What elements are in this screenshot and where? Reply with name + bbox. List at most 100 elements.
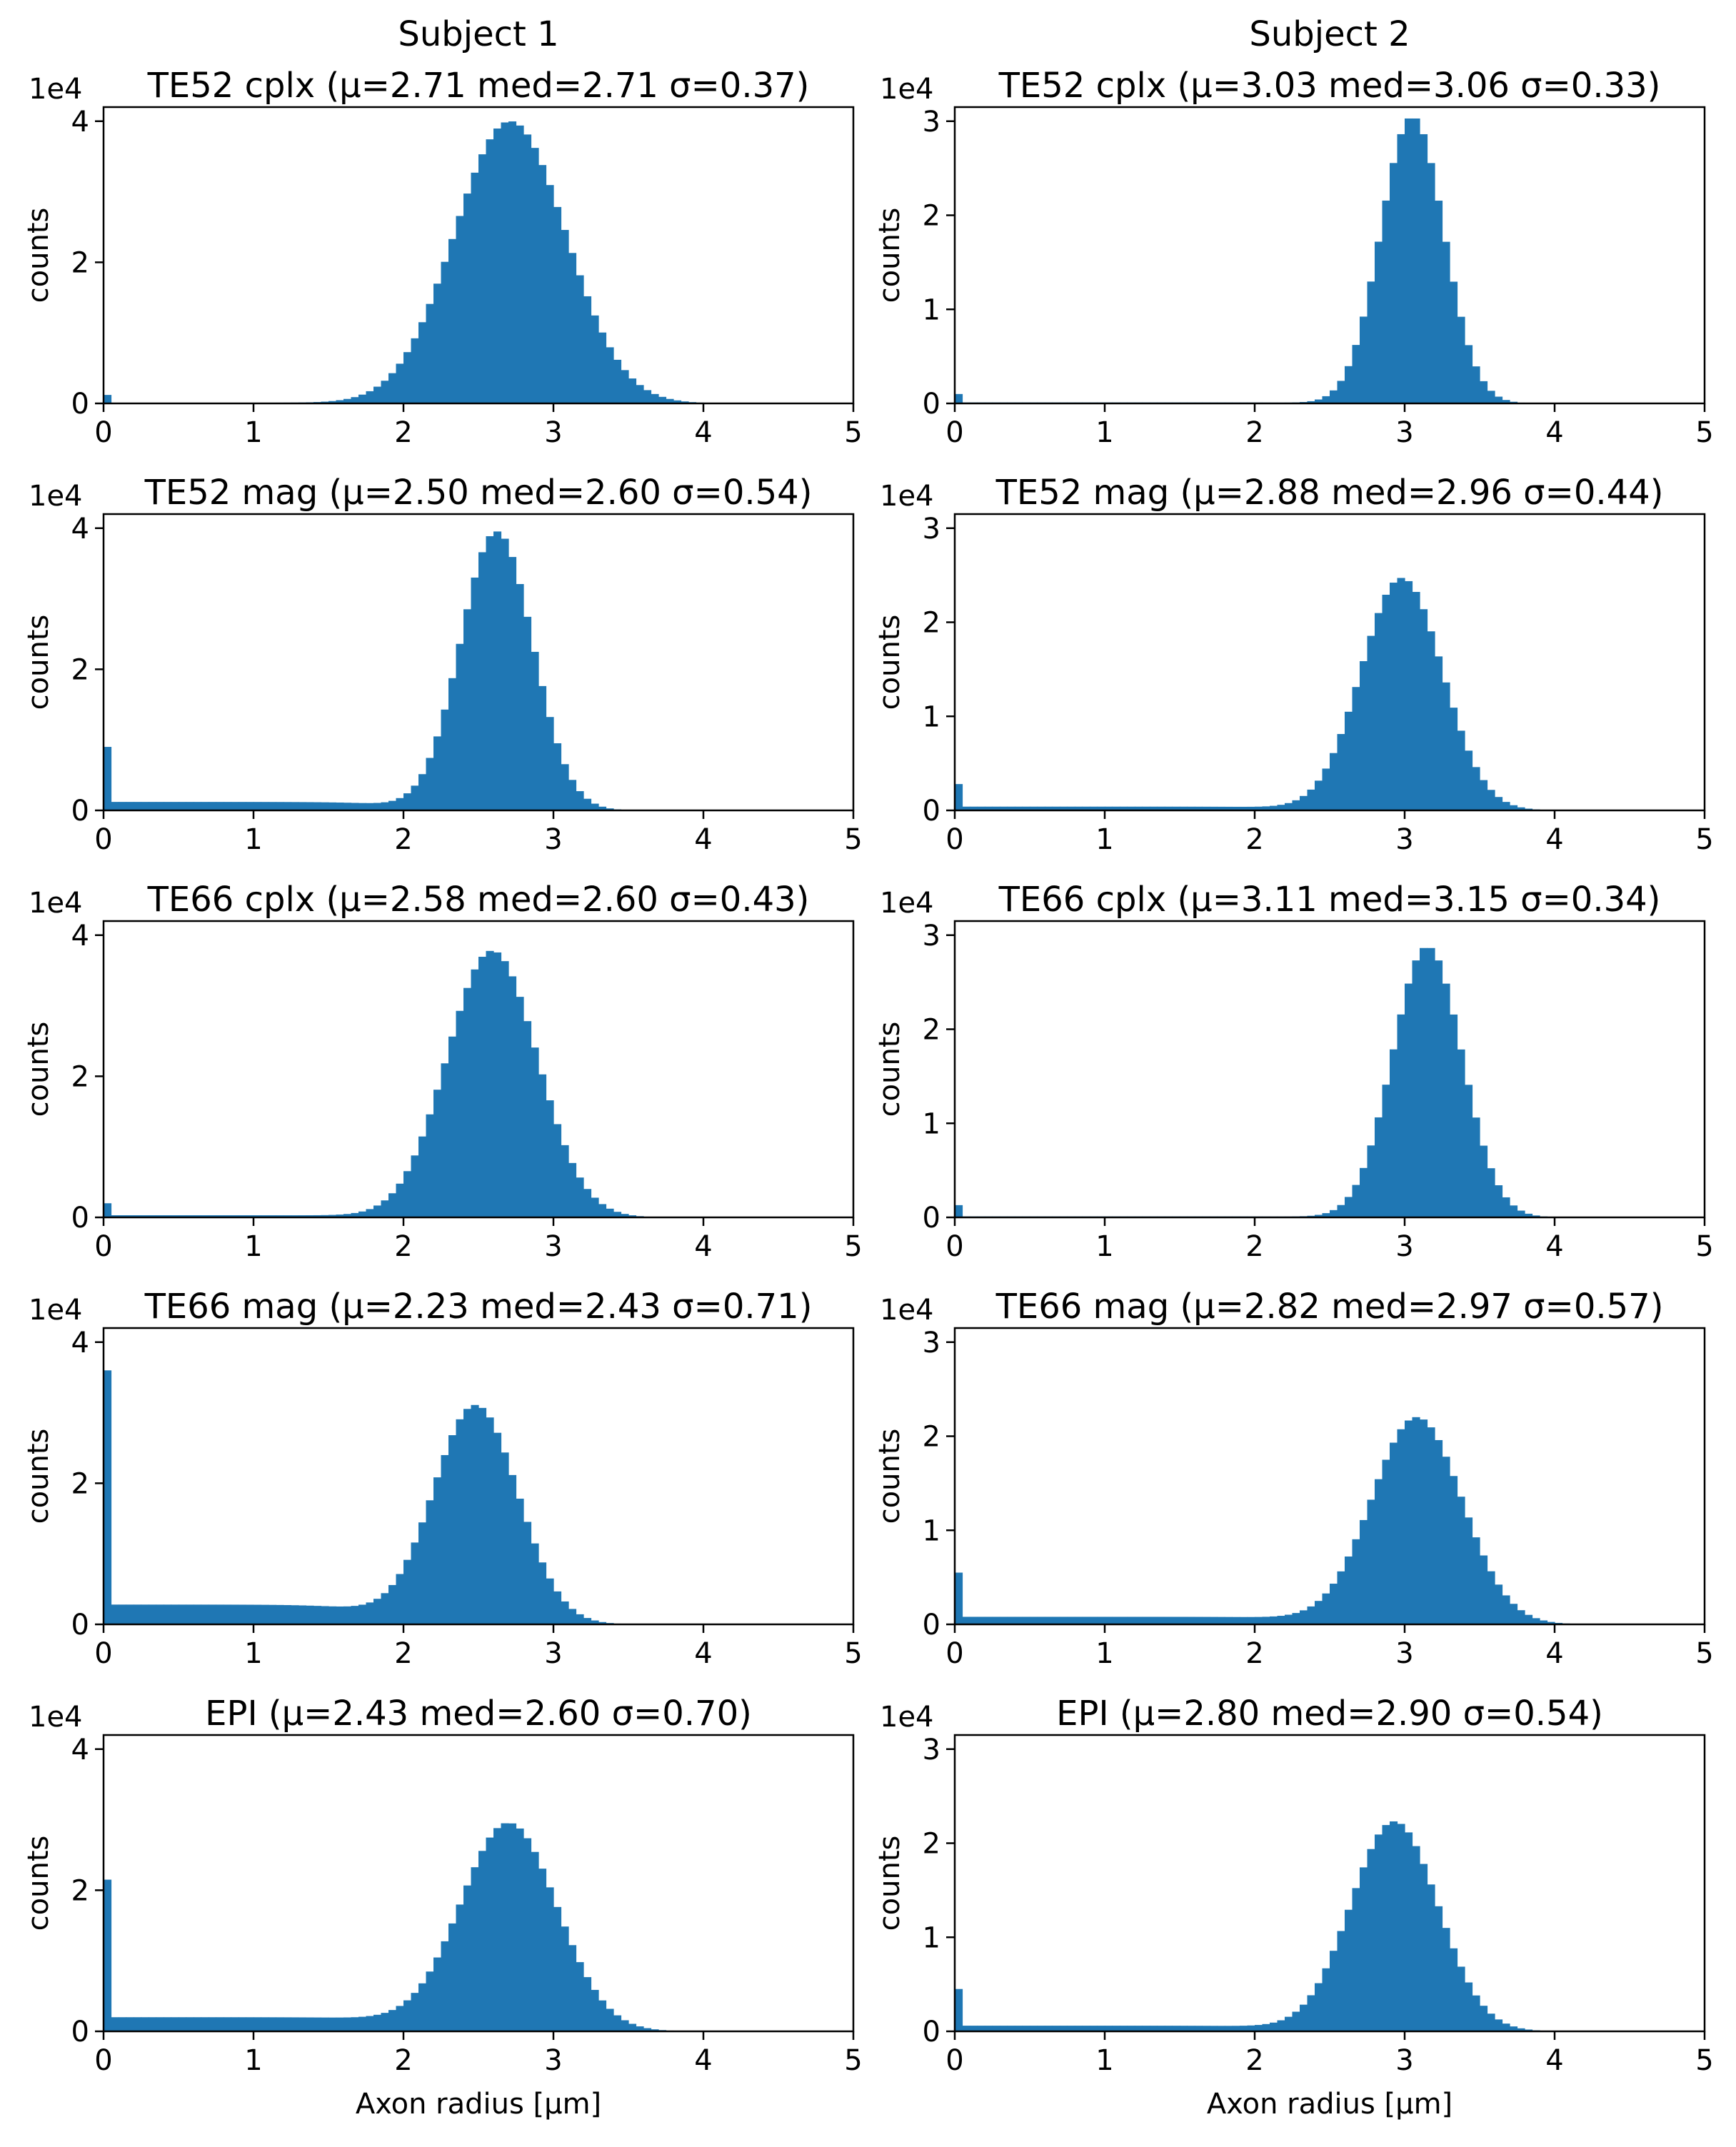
histogram-bar (1135, 1616, 1143, 1624)
histogram-bar (426, 758, 434, 810)
x-tick-label: 5 (1695, 1637, 1713, 1670)
histogram-bar (239, 1215, 247, 1217)
x-tick-label: 4 (1545, 416, 1563, 449)
histogram-bar (343, 1214, 352, 1217)
histogram-bar (111, 1215, 119, 1217)
histogram-bar (1510, 1205, 1518, 1217)
histogram-bar (441, 1063, 449, 1217)
histogram-bar (164, 2017, 172, 2031)
histogram-bar (568, 1609, 577, 1624)
histogram-bar (955, 784, 963, 810)
histogram-bar (1247, 1616, 1255, 1624)
histogram-bar (411, 338, 419, 403)
histogram-bar (1360, 1519, 1368, 1624)
histogram-bar (463, 609, 472, 810)
histogram-bar (1375, 1834, 1383, 2031)
histogram-bar (239, 802, 247, 810)
histogram-bar (1157, 806, 1165, 810)
histogram-bar (598, 1621, 607, 1624)
x-tick-label: 3 (1395, 1637, 1413, 1670)
histogram-bar (1420, 947, 1428, 1217)
histogram-bar (134, 802, 142, 810)
histogram-bar (471, 172, 479, 403)
histogram-bar (276, 1604, 284, 1624)
histogram-bar (1112, 2026, 1120, 2031)
histogram-bar (1352, 345, 1360, 403)
histogram-bar (1142, 806, 1150, 810)
histogram-bar (1330, 1951, 1338, 2031)
histogram-bar (985, 2026, 993, 2031)
histogram-bar (1315, 1215, 1323, 1217)
histogram-bar (1037, 2026, 1045, 2031)
histogram-bar (486, 536, 494, 810)
histogram-bar (561, 1926, 569, 2031)
histogram-bar (1405, 118, 1413, 403)
histogram-bar (636, 2026, 644, 2031)
x-tick-label: 3 (544, 2044, 562, 2077)
histogram-bar (411, 1155, 419, 1217)
histogram-bar (1510, 805, 1518, 810)
histogram-bar (1097, 806, 1105, 810)
histogram-bar (591, 1620, 599, 1624)
x-tick-label: 3 (544, 416, 562, 449)
y-axis-label: counts (22, 208, 55, 303)
x-tick-label: 1 (244, 1230, 262, 1263)
histogram-bar (1322, 396, 1330, 403)
histogram-bar (254, 2017, 262, 2031)
y-tick-label: 3 (923, 106, 940, 139)
histogram-bar (591, 803, 599, 810)
histogram-bar (134, 1604, 142, 1624)
x-tick-label: 5 (1695, 1230, 1713, 1263)
histogram-bar (1472, 1995, 1480, 2031)
histogram-bar (1352, 687, 1360, 810)
histogram-bar (977, 2026, 985, 2031)
histogram-bar (1270, 2022, 1278, 2031)
histogram-bar (1517, 1610, 1525, 1624)
y-scale-label: 1e4 (880, 73, 934, 106)
histogram-bar (194, 802, 202, 810)
histogram-bar (516, 125, 524, 403)
histogram-bar (254, 1215, 262, 1217)
x-tick-label: 3 (1395, 416, 1413, 449)
histogram-bar (321, 1215, 329, 1217)
histogram-bar (179, 802, 187, 810)
histogram-bar (313, 2017, 322, 2031)
histogram-bar (403, 352, 412, 403)
histogram-bar (396, 363, 404, 403)
histogram-bar (1487, 1168, 1495, 1217)
histogram-bar (1015, 1616, 1023, 1624)
histogram-bar (463, 193, 472, 403)
histogram-bar (216, 802, 224, 810)
x-tick-label: 4 (1545, 1637, 1563, 1670)
histogram-bar (1330, 390, 1338, 403)
y-tick-label: 2 (71, 1060, 89, 1093)
histogram-bar (1127, 2026, 1135, 2031)
y-scale-label: 1e4 (29, 73, 83, 106)
histogram-bar (209, 802, 217, 810)
histogram-bar (448, 1435, 457, 1624)
y-tick-label: 2 (923, 200, 940, 233)
histogram-bar (366, 803, 374, 810)
histogram-bar (403, 1171, 412, 1217)
histogram-bar (1412, 592, 1420, 810)
histogram-bar (531, 1851, 539, 2031)
histogram-bar (1187, 2026, 1195, 2031)
histogram-bar (456, 1419, 464, 1624)
histogram-bar (1067, 2026, 1075, 2031)
histogram-bar (1060, 1616, 1068, 1624)
histogram-bar (1352, 1185, 1360, 1217)
histogram-bar (216, 1215, 224, 1217)
histogram-bar (328, 401, 337, 403)
histogram-bar (1067, 1616, 1075, 1624)
panel-title: TE66 cplx (μ=3.11 med=3.15 σ=0.34) (998, 880, 1661, 920)
histogram-bar (523, 616, 532, 810)
histogram-bar (1337, 1931, 1345, 2031)
histogram-bar (478, 552, 487, 810)
histogram-bar (1150, 1616, 1158, 1624)
histogram-bar (433, 736, 442, 810)
histogram-bar (448, 238, 457, 403)
histogram-bar (201, 802, 209, 810)
y-tick-label: 1 (923, 293, 940, 326)
histogram-bar (1450, 1948, 1458, 2031)
histogram-bar (1022, 2026, 1030, 2031)
